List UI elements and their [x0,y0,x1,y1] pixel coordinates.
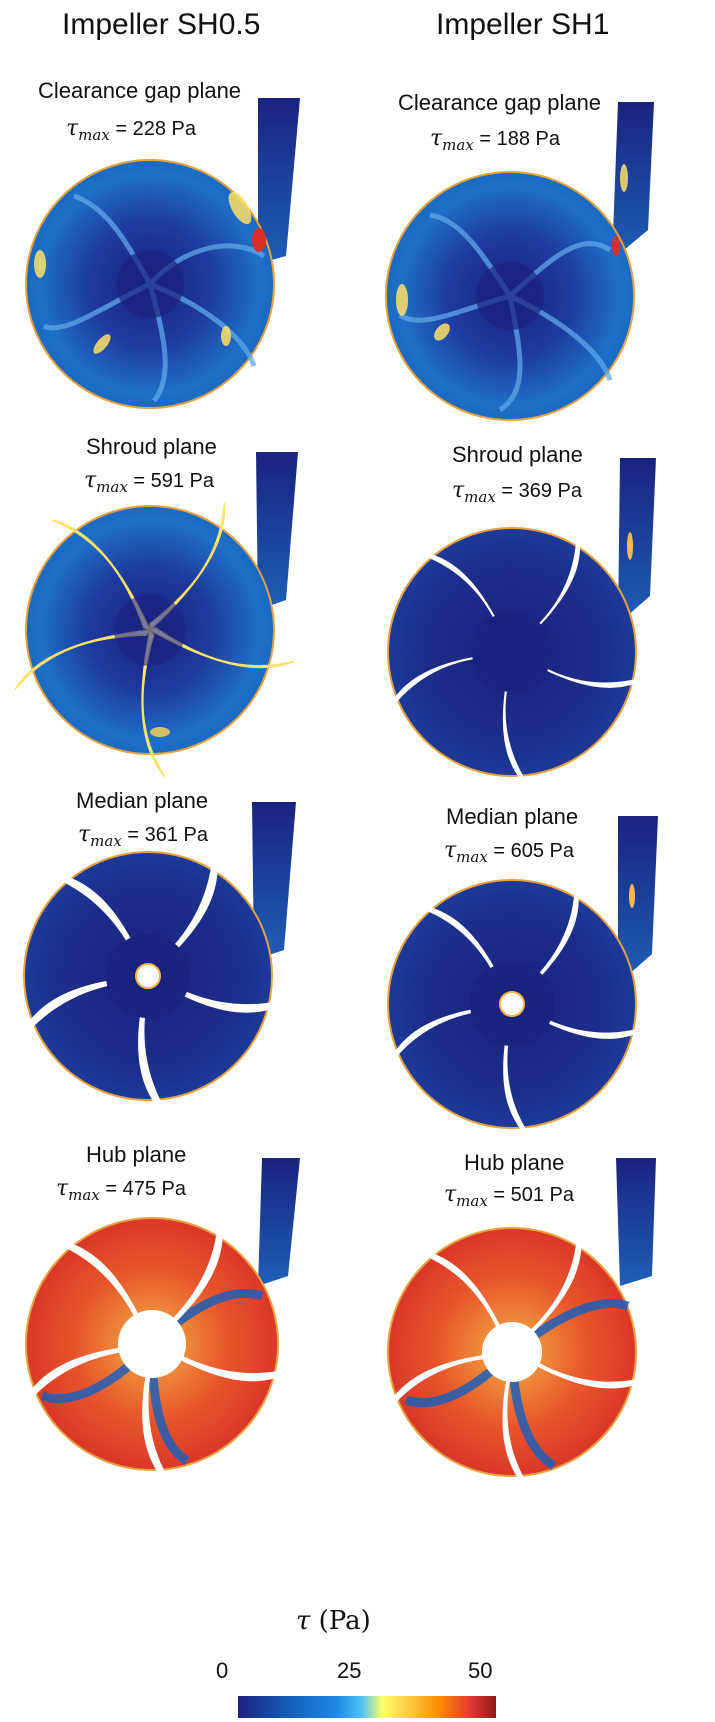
plane-title-sh1-median: Median plane [446,804,579,829]
contour-sh1-median [384,816,658,1148]
colorbar-gradient [238,1696,496,1718]
plane-title-sh05-median: Median plane [76,788,209,813]
contour-sh05-hub [16,1158,305,1496]
contour-sh1-clearance-gap [385,102,654,421]
plane-title-sh05-hub: Hub plane [86,1142,187,1167]
plane-title-sh1-hub: Hub plane [464,1150,565,1175]
tau-max-sh05-hub: τmax = 475 Pa [56,1176,186,1204]
tau-max-sh05-shroud: τmax = 591 Pa [84,468,214,496]
colorbar-tick-25: 25 [337,1658,362,1683]
tau-max-sh1-median: τmax = 605 Pa [444,838,574,866]
contour-sh05-shroud [14,452,298,778]
colorbar-tick-50: 50 [468,1658,493,1683]
tau-max-sh1-shroud: τmax = 369 Pa [452,478,582,506]
tau-max-sh1-hub: τmax = 501 Pa [444,1182,574,1210]
column-title-sh05: Impeller SH0.5 [62,8,261,41]
contour-sh1-shroud [384,458,656,795]
colorbar-tick-0: 0 [216,1658,229,1683]
contour-sh1-hub [379,1158,663,1501]
tau-max-sh1-clearance: τmax = 188 Pa [430,126,560,154]
column-title-sh1: Impeller SH1 [436,8,610,41]
colorbar-title: τ (Pa) [296,1606,371,1636]
plane-title-sh05-clearance: Clearance gap plane [38,78,242,103]
plane-title-sh1-clearance: Clearance gap plane [398,90,602,115]
tau-max-sh05-clearance: τmax = 228 Pa [66,116,196,144]
tau-max-sh05-median: τmax = 361 Pa [78,822,208,850]
contour-sh05-clearance-gap [25,98,300,409]
plane-title-sh1-shroud: Shroud plane [452,442,583,467]
contour-sh05-median [15,802,298,1125]
plane-title-sh05-shroud: Shroud plane [86,434,217,459]
